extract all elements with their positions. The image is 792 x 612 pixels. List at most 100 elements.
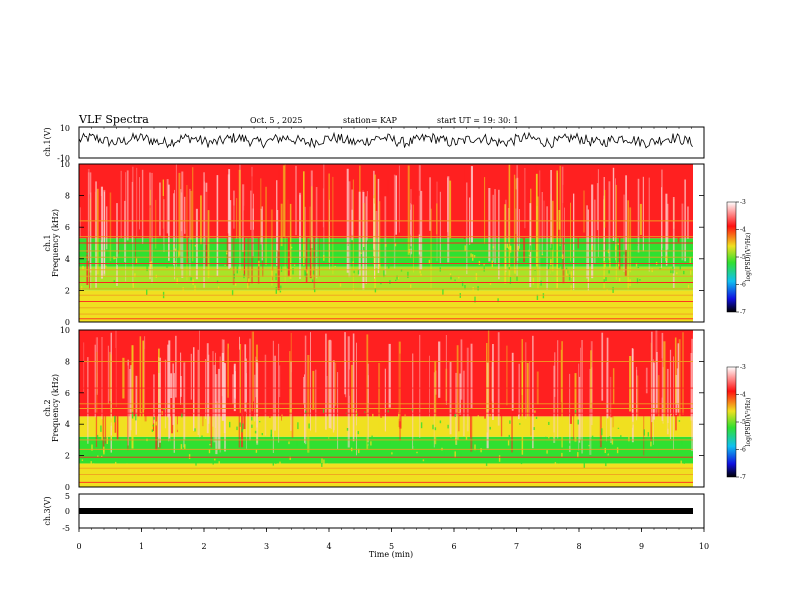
ch1-spec-speckle: [107, 255, 109, 257]
ch2-spec-streak: [257, 373, 259, 417]
ch2-spec-speckle: [206, 449, 208, 455]
ch2-spec-speckle: [606, 449, 609, 455]
ch2-spec-streak: [193, 347, 195, 431]
ch2-spec-speckle: [657, 451, 660, 459]
ch1-spec-streak: [87, 169, 90, 261]
ch1-spec-speckle: [464, 245, 466, 252]
ch3-waveform-panel: 5 0 -5 ch.3(V) 0 1 2 3 4 5 6 7 8 9 10 Time (min): [43, 127, 709, 559]
ch2-spec-speckle: [370, 441, 372, 446]
ch1-spec-speckle: [639, 279, 641, 281]
ch2-spec-speckle: [251, 424, 253, 428]
ch2-spec-streak: [367, 363, 369, 446]
ch2-spec-speckle: [617, 427, 620, 429]
ch1-spec-streak: [505, 199, 507, 273]
ch1-spec-speckle: [248, 278, 250, 282]
ch2-spec-streak: [410, 344, 412, 415]
ch1-spec-speckle: [527, 250, 529, 257]
ch2-spectrogram-frame: [78, 329, 705, 488]
ch1-spec-speckle: [565, 267, 568, 270]
ch2-spec-streak: [580, 347, 581, 440]
ch2-spec-streak: [610, 364, 613, 418]
ch1-spec-speckle: [113, 280, 115, 284]
ch2-spec-speckle: [579, 449, 582, 456]
ch2-spec-speckle: [389, 438, 392, 445]
ch2-spec-streak: [183, 362, 185, 448]
ch1-spec-streak: [586, 205, 588, 279]
ch2-spec-speckle: [616, 430, 618, 432]
ch2-spec-speckle: [270, 429, 272, 437]
ch2-spec-streak: [110, 354, 112, 426]
ch1-spec-speckle: [528, 251, 530, 255]
ch2-spec-streak: [460, 339, 463, 400]
ch2-spec-streak: [554, 352, 556, 397]
ch2-spec-streak: [255, 356, 257, 398]
ch2-spec-streak: [326, 376, 328, 410]
ch2-cb-tick-label: -3: [740, 364, 746, 371]
ch1-spec-speckle: [612, 286, 614, 293]
ch1-spec-streak: [124, 200, 126, 263]
ch1-spec-speckle: [352, 289, 355, 294]
ch1-spec-streak: [136, 167, 138, 236]
ch1-spec-speckle: [474, 296, 476, 303]
ch2-spec-speckle: [281, 414, 283, 416]
ch2-spec-speckle: [106, 437, 108, 444]
ch1-spec-speckle: [395, 279, 397, 281]
ch1-cb-tick-label: -4: [740, 227, 746, 234]
ch1-spec-streak: [120, 170, 122, 238]
ch1-spec-streak: [109, 192, 112, 262]
ch2-spec-streak: [399, 353, 401, 441]
ch1-spec-speckle: [107, 248, 109, 251]
ch2-spec-streak: [456, 345, 459, 440]
ch1-spec-streak: [319, 195, 320, 277]
ch1-spec-speckle: [464, 285, 466, 290]
ch1-spec-streak: [488, 188, 491, 262]
ch2-spec-streak: [200, 334, 201, 417]
ch1-spec-speckle: [394, 243, 397, 247]
ch2-spec-speckle: [591, 435, 594, 440]
ch2-spec-streak: [525, 342, 527, 419]
ch2-spec-speckle: [427, 456, 429, 461]
ch2-spec-speckle: [429, 456, 432, 461]
ch2-spec-ytick-label: 6: [65, 389, 70, 398]
ch1-spec-band-1: [79, 266, 693, 291]
ch2-spec-speckle: [364, 411, 366, 413]
ch1-spec-streak: [168, 184, 170, 261]
ch1-cb-tick-label: -3: [740, 199, 746, 206]
ch2-spec-speckle: [427, 432, 430, 437]
ch2-spec-streak: [105, 343, 107, 444]
ch2-spec-streak: [458, 334, 460, 432]
ch2-spec-speckle: [534, 410, 536, 414]
ch2-spec-streak: [590, 350, 592, 408]
ch2-spec-streak: [291, 372, 294, 438]
ch2-spec-speckle: [458, 411, 460, 414]
ch2-spec-ylabel-line2: Frequency (kHz): [51, 374, 60, 442]
ch1-spec-streak: [116, 203, 118, 286]
ch1-spec-speckle: [566, 269, 569, 274]
ch1-colorbar-gradient: [726, 201, 737, 313]
ch2-spec-streak: [101, 337, 103, 420]
ch1-spec-speckle: [609, 261, 611, 268]
ch2-spec-streak: [83, 342, 85, 394]
ch1-spec-streak: [309, 206, 311, 241]
ch1-spec-speckle: [617, 243, 619, 245]
ch2-spec-speckle: [261, 433, 263, 436]
ch1-spec-speckle: [306, 270, 308, 274]
ch1-spec-speckle: [190, 277, 192, 281]
ch1-spec-streak: [436, 203, 438, 235]
ch1-spec-streak: [362, 191, 365, 290]
ch1-spec-streak: [352, 179, 354, 289]
ch2-spec-speckle: [201, 435, 203, 440]
ch1-spec-speckle: [428, 259, 431, 264]
ch1-spec-streak: [96, 188, 99, 275]
figure-title: VLF Spectra: [78, 113, 149, 126]
ch1-spec-ytick-label: 8: [65, 192, 70, 201]
ch2-spec-speckle: [447, 424, 449, 429]
ch2-spec-band-0: [79, 463, 693, 487]
ch1-spec-streak: [449, 180, 452, 239]
ch1-spec-streak: [89, 172, 92, 273]
ch2-spec-speckle: [188, 454, 191, 459]
ch2-spec-streak: [167, 344, 170, 418]
ch2-spec-speckle: [548, 434, 550, 439]
ch2-spec-streak: [344, 332, 346, 395]
ch2-spec-streak: [175, 335, 177, 398]
